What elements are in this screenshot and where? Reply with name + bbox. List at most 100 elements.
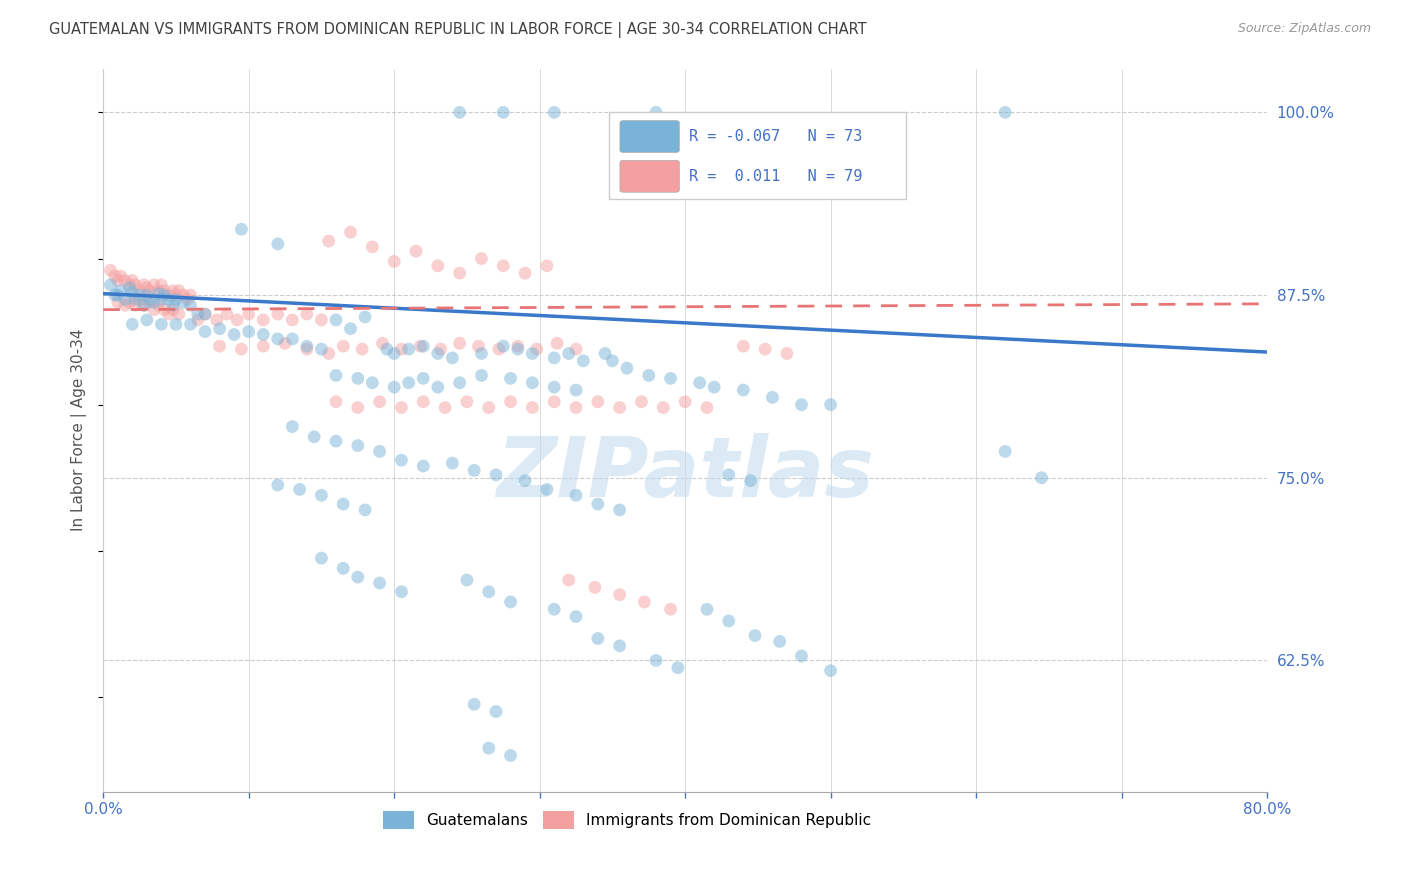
Point [339, 321, 361, 335]
Point [176, 293, 198, 307]
Point [467, 339, 489, 353]
Point [633, 595, 655, 609]
Point [426, 259, 449, 273]
Point [666, 661, 689, 675]
Point [104, 268, 127, 283]
Point [429, 342, 451, 356]
Point [114, 293, 136, 307]
Point [506, 342, 529, 356]
Point [609, 588, 631, 602]
Point [325, 434, 347, 449]
Point [274, 336, 297, 351]
Point [150, 277, 173, 292]
Point [100, 277, 122, 292]
Point [522, 401, 544, 415]
Point [371, 336, 394, 351]
Point [733, 339, 755, 353]
FancyBboxPatch shape [620, 120, 679, 153]
Point [179, 288, 201, 302]
Point [586, 497, 609, 511]
Point [281, 419, 304, 434]
Point [238, 325, 260, 339]
Text: GUATEMALAN VS IMMIGRANTS FROM DOMINICAN REPUBLIC IN LABOR FORCE | AGE 30-34 CORR: GUATEMALAN VS IMMIGRANTS FROM DOMINICAN … [49, 22, 868, 38]
Point [118, 295, 141, 310]
Point [135, 313, 157, 327]
Point [761, 390, 783, 404]
Point [224, 327, 246, 342]
Point [488, 342, 510, 356]
Point [499, 748, 522, 763]
Point [586, 632, 609, 646]
Point [506, 339, 529, 353]
Point [139, 295, 162, 310]
Point [522, 346, 544, 360]
Point [382, 254, 405, 268]
Point [162, 302, 184, 317]
Point [441, 456, 464, 470]
Point [485, 467, 508, 482]
Point [513, 266, 536, 280]
Point [208, 339, 231, 353]
Point [543, 394, 565, 409]
Point [194, 307, 217, 321]
Point [208, 321, 231, 335]
Point [412, 394, 434, 409]
Point [740, 474, 762, 488]
Point [121, 285, 143, 299]
Point [132, 277, 155, 292]
Point [100, 263, 122, 277]
Point [546, 336, 568, 351]
Point [470, 346, 492, 360]
Point [252, 327, 274, 342]
Point [1031, 471, 1053, 485]
Point [492, 105, 515, 120]
Point [148, 284, 170, 298]
Point [361, 376, 384, 390]
Point [478, 741, 501, 756]
Point [295, 307, 318, 321]
Point [382, 380, 405, 394]
Point [267, 307, 290, 321]
Point [325, 368, 347, 383]
Point [717, 467, 740, 482]
FancyBboxPatch shape [609, 112, 907, 199]
Point [311, 342, 333, 356]
Point [426, 380, 449, 394]
Point [463, 698, 485, 712]
Point [412, 339, 434, 353]
Point [565, 383, 588, 397]
Point [118, 277, 141, 292]
Point [352, 342, 374, 356]
Point [790, 398, 813, 412]
Point [769, 634, 792, 648]
Point [536, 483, 558, 497]
Point [689, 376, 711, 390]
Point [565, 401, 588, 415]
Point [114, 273, 136, 287]
Point [135, 281, 157, 295]
Point [572, 354, 595, 368]
Point [346, 401, 368, 415]
Point [526, 342, 548, 356]
Point [565, 342, 588, 356]
Point [281, 313, 304, 327]
Point [281, 332, 304, 346]
Point [543, 380, 565, 394]
Point [332, 561, 354, 575]
Point [139, 284, 162, 298]
Point [405, 244, 427, 259]
Point [157, 307, 180, 321]
Text: R =  0.011   N = 79: R = 0.011 N = 79 [689, 169, 862, 184]
Point [558, 346, 581, 360]
Point [165, 293, 187, 307]
Point [492, 339, 515, 353]
Point [238, 307, 260, 321]
Point [148, 286, 170, 301]
Point [332, 497, 354, 511]
Point [325, 313, 347, 327]
FancyBboxPatch shape [620, 161, 679, 193]
Point [124, 277, 146, 292]
Point [391, 401, 413, 415]
Point [586, 394, 609, 409]
Y-axis label: In Labor Force | Age 30-34: In Labor Force | Age 30-34 [72, 329, 87, 532]
